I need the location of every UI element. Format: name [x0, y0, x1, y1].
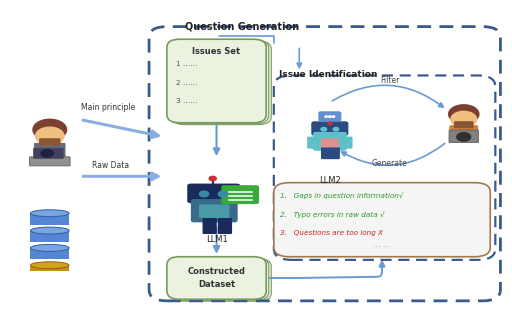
FancyBboxPatch shape [191, 199, 238, 222]
FancyBboxPatch shape [221, 185, 259, 204]
Text: Filter: Filter [380, 76, 399, 85]
Ellipse shape [30, 210, 69, 217]
Text: 3.   Questions are too long X: 3. Questions are too long X [280, 230, 383, 236]
FancyBboxPatch shape [169, 40, 269, 124]
FancyBboxPatch shape [321, 147, 331, 159]
FancyBboxPatch shape [34, 143, 66, 160]
Text: Generate: Generate [372, 159, 408, 168]
Ellipse shape [30, 227, 69, 234]
Text: 2.   Typo errors in raw data √: 2. Typo errors in raw data √ [280, 211, 385, 218]
FancyBboxPatch shape [274, 183, 490, 257]
FancyBboxPatch shape [167, 39, 266, 123]
FancyBboxPatch shape [342, 137, 353, 149]
Circle shape [218, 191, 227, 197]
Circle shape [451, 111, 477, 127]
FancyBboxPatch shape [30, 265, 69, 271]
FancyBboxPatch shape [318, 111, 342, 121]
FancyBboxPatch shape [218, 218, 232, 234]
FancyBboxPatch shape [172, 259, 271, 301]
Circle shape [329, 116, 331, 117]
Text: Issue Identification: Issue Identification [279, 70, 377, 79]
FancyBboxPatch shape [30, 213, 69, 225]
FancyBboxPatch shape [33, 148, 63, 159]
Text: LLM1: LLM1 [206, 235, 227, 244]
FancyBboxPatch shape [29, 157, 70, 166]
Text: 1 ……: 1 …… [176, 61, 198, 67]
Text: 2 ……: 2 …… [176, 80, 198, 86]
Circle shape [41, 149, 53, 157]
FancyBboxPatch shape [450, 125, 478, 141]
FancyBboxPatch shape [203, 218, 217, 234]
FancyBboxPatch shape [311, 121, 348, 136]
Circle shape [33, 119, 67, 140]
Circle shape [321, 128, 327, 131]
Text: … …: … … [373, 240, 391, 249]
Ellipse shape [30, 262, 69, 269]
FancyBboxPatch shape [330, 147, 340, 159]
FancyBboxPatch shape [30, 230, 69, 242]
Circle shape [328, 122, 332, 125]
FancyBboxPatch shape [30, 247, 69, 259]
Text: 3 ……: 3 …… [176, 98, 198, 104]
Text: Constructed
Dataset: Constructed Dataset [187, 267, 246, 289]
FancyBboxPatch shape [454, 121, 474, 128]
Circle shape [333, 128, 339, 131]
Text: Question Generation: Question Generation [185, 21, 299, 31]
FancyBboxPatch shape [307, 137, 317, 149]
FancyBboxPatch shape [39, 138, 60, 146]
Circle shape [209, 176, 216, 181]
FancyBboxPatch shape [172, 41, 271, 125]
FancyBboxPatch shape [449, 130, 479, 142]
Circle shape [449, 105, 479, 123]
FancyBboxPatch shape [313, 132, 347, 151]
Text: 1.   Gaps in question information√: 1. Gaps in question information√ [280, 192, 403, 199]
FancyBboxPatch shape [199, 204, 229, 218]
Text: Main principle: Main principle [81, 103, 136, 112]
FancyBboxPatch shape [169, 258, 269, 300]
Circle shape [332, 116, 335, 117]
FancyBboxPatch shape [167, 257, 266, 299]
Ellipse shape [30, 245, 69, 251]
Circle shape [200, 191, 209, 197]
Circle shape [457, 133, 471, 141]
Circle shape [325, 116, 327, 117]
FancyBboxPatch shape [187, 183, 240, 203]
Text: Issues Set: Issues Set [193, 47, 241, 56]
Text: LLM2: LLM2 [319, 176, 340, 185]
FancyBboxPatch shape [321, 138, 339, 147]
Text: Raw Data: Raw Data [92, 161, 129, 170]
Circle shape [35, 127, 64, 145]
